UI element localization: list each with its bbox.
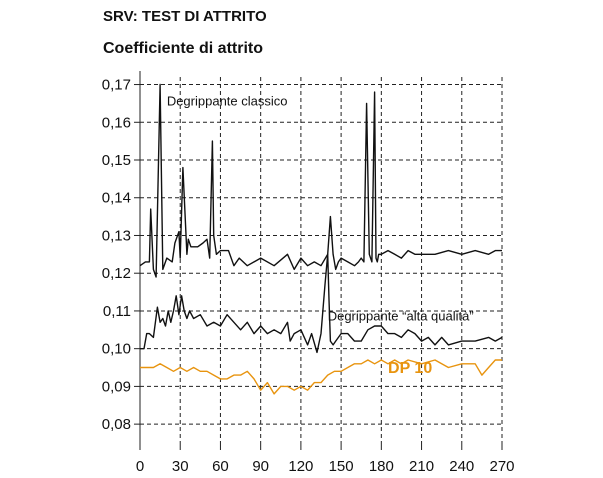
y-tick-labels: 0,08 0,09 0,10 0,11 0,12 0,13 0,14 0,15 0,16 0,17 — [102, 77, 131, 434]
y-tick-label: 0,11 — [103, 303, 131, 320]
x-tick-label: 150 — [329, 458, 354, 475]
grid — [134, 71, 503, 450]
y-tick-label: 0,15 — [102, 152, 131, 169]
x-tick-label: 120 — [288, 458, 313, 475]
x-tick-label: 0 — [136, 458, 144, 475]
series-annotation-1: Degrippante classico — [167, 93, 288, 108]
y-axis-label: Coefficiente di attrito — [103, 40, 264, 57]
series-annotation-3: DP 10 — [388, 360, 432, 377]
series-line-2 — [140, 253, 503, 354]
y-tick-label: 0,10 — [102, 341, 131, 358]
y-tick-label: 0,12 — [102, 265, 131, 282]
x-tick-label: 240 — [449, 458, 474, 475]
y-tick-label: 0,13 — [102, 227, 131, 244]
series-line-3 — [140, 359, 502, 395]
x-tick-label: 30 — [172, 458, 189, 475]
x-tick-label: 90 — [252, 458, 269, 475]
x-tick-labels: 0 30 60 90 120 150 180 210 240 270 — [136, 458, 515, 475]
y-tick-label: 0,16 — [102, 114, 131, 131]
series-annotation-2: Degrippante “alta qualità” — [328, 308, 474, 323]
annotations: Degrippante classico Degrippante “alta qu… — [167, 93, 474, 377]
x-tick-label: 270 — [489, 458, 514, 475]
page-title: SRV: TEST DI ATTRITO — [103, 8, 267, 25]
x-tick-label: 180 — [369, 458, 394, 475]
x-tick-label: 60 — [212, 458, 229, 475]
series-lines — [139, 83, 503, 395]
x-tick-label: 210 — [409, 458, 434, 475]
series-line-1 — [139, 83, 502, 278]
y-tick-label: 0,17 — [102, 77, 131, 94]
y-tick-label: 0,09 — [102, 378, 131, 395]
y-tick-label: 0,14 — [102, 190, 131, 207]
y-tick-label: 0,08 — [102, 416, 131, 433]
